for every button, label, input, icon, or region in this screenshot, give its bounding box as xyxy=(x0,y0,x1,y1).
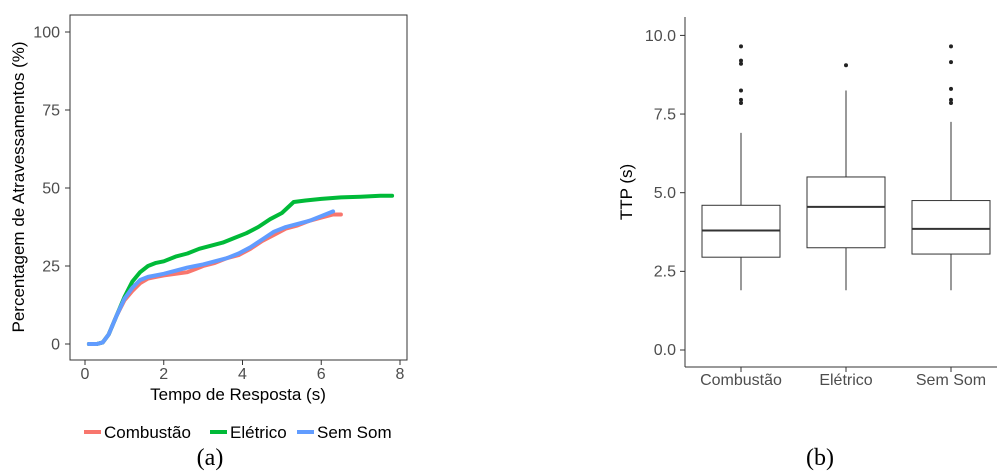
box-body xyxy=(911,200,991,255)
line-y-tick-label: 50 xyxy=(42,181,60,198)
outlier-point xyxy=(949,101,953,106)
line-y-axis: 0 25 50 75 100 xyxy=(33,25,60,354)
box-y-axis: 0.0 2.5 5.0 7.5 10.0 xyxy=(645,28,676,359)
outlier-point xyxy=(739,101,743,106)
line-y-tick-label: 100 xyxy=(33,25,60,42)
series-line-combustao xyxy=(86,212,343,346)
line-y-tick-label: 0 xyxy=(51,337,60,354)
series-line-eletrico xyxy=(86,193,395,346)
outlier-point xyxy=(739,61,743,66)
box-y-tick-label: 7.5 xyxy=(654,107,676,124)
legend-label-combustao: Combustão xyxy=(104,423,191,442)
box-chart-panel: 0.0 2.5 5.0 7.5 10.0 Combustão Elétrico … xyxy=(617,17,997,471)
box-3 xyxy=(911,44,991,291)
outlier-point xyxy=(949,97,953,102)
box-y-tick-label: 5.0 xyxy=(654,185,676,202)
line-y-tick-label: 75 xyxy=(42,103,60,120)
legend-label-eletrico: Elétrico xyxy=(230,423,287,442)
outlier-point xyxy=(739,58,743,63)
line-x-tick-label: 2 xyxy=(159,366,168,383)
legend-label-sem-som: Sem Som xyxy=(317,423,392,442)
outlier-point xyxy=(739,88,743,93)
box-x-tick-label: Elétrico xyxy=(819,372,872,389)
line-x-tick-label: 8 xyxy=(396,366,405,383)
line-x-tick-label: 6 xyxy=(317,366,326,383)
box-x-tick-label: Sem Som xyxy=(916,372,986,389)
outlier-point xyxy=(739,97,743,102)
box-x-axis: Combustão Elétrico Sem Som xyxy=(700,372,986,389)
box-y-axis-title: TTP (s) xyxy=(617,164,636,220)
legend: Combustão Elétrico Sem Som xyxy=(84,423,392,442)
line-x-axis-title: Tempo de Resposta (s) xyxy=(150,385,326,404)
box-1 xyxy=(701,44,781,291)
line-y-axis-title: Percentagem de Atravessamentos (%) xyxy=(9,41,28,332)
box-y-tick-label: 0.0 xyxy=(654,342,676,359)
box-2 xyxy=(806,63,886,291)
line-y-tick-label: 25 xyxy=(42,259,60,276)
caption-b: (b) xyxy=(806,445,834,471)
box-x-tick-label: Combustão xyxy=(700,372,782,389)
box-tick-marks xyxy=(680,34,952,372)
outlier-point xyxy=(949,60,953,65)
series-line-sem-som xyxy=(86,209,336,346)
line-chart-panel: 0 25 50 75 100 0 2 4 6 8 Tempo de Respos… xyxy=(9,14,408,471)
line-tick-marks xyxy=(65,31,401,365)
line-x-tick-label: 4 xyxy=(238,366,247,383)
box-y-tick-label: 2.5 xyxy=(654,264,676,281)
box-body xyxy=(806,176,886,249)
caption-a: (a) xyxy=(197,445,224,471)
outlier-point xyxy=(949,86,953,91)
line-x-axis: 0 2 4 6 8 xyxy=(81,366,405,383)
box-group xyxy=(701,44,991,291)
outlier-point xyxy=(739,44,743,49)
outlier-point xyxy=(844,63,848,68)
outlier-point xyxy=(949,44,953,49)
box-y-tick-label: 10.0 xyxy=(645,28,676,45)
line-x-tick-label: 0 xyxy=(81,366,90,383)
line-series-group xyxy=(86,193,395,346)
